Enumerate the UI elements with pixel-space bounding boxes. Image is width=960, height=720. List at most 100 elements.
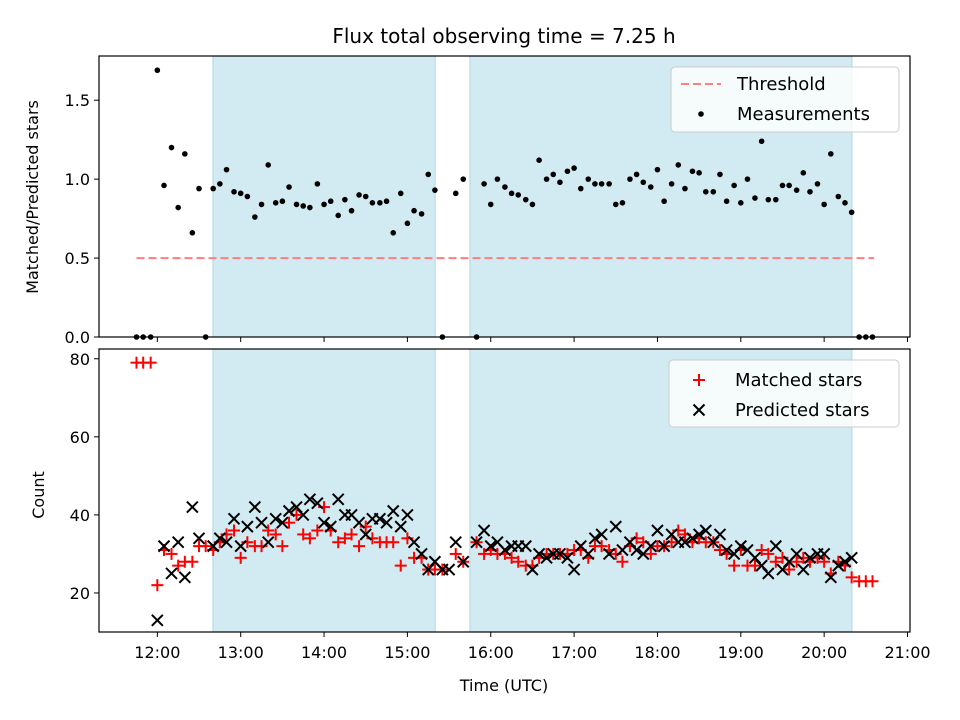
predicted-star-point — [540, 551, 553, 565]
measurement-point — [758, 138, 765, 145]
matched-star-point — [512, 555, 525, 568]
predicted-star-point — [269, 512, 282, 526]
matched-star-point — [303, 532, 316, 545]
predicted-star-point — [686, 532, 699, 545]
measurement-point — [717, 171, 723, 178]
measurement-point — [585, 176, 592, 182]
measurement-point — [786, 182, 792, 189]
predicted-star-point — [532, 547, 546, 561]
predicted-star-point — [324, 520, 337, 533]
measurement-point — [223, 166, 230, 173]
predicted-star-point — [519, 539, 532, 553]
top-y-tick-label: 1.0 — [65, 170, 90, 189]
legend-threshold-label: Threshold — [736, 74, 826, 95]
predicted-star-point — [699, 524, 712, 537]
x-tick-label: 13:00 — [218, 643, 264, 662]
predicted-star-point — [165, 567, 178, 580]
measurement-point — [452, 190, 459, 197]
predicted-star-point — [442, 563, 456, 576]
measurement-point — [661, 198, 667, 205]
matched-star-point — [449, 547, 462, 560]
measurement-point — [723, 198, 730, 205]
measurement-point — [710, 188, 717, 195]
predicted-star-point — [797, 563, 810, 576]
predicted-star-point — [720, 543, 733, 557]
matched-star-point — [269, 528, 282, 541]
measurement-point — [647, 184, 654, 190]
bottom-y-tick-label: 60 — [70, 428, 90, 447]
measurement-point — [300, 203, 307, 209]
measurement-point — [522, 196, 529, 203]
x-tick-label: 20:00 — [801, 643, 847, 662]
measurement-point — [182, 151, 188, 157]
predicted-star-point — [241, 520, 254, 533]
bottom-axes-frame — [98, 348, 911, 633]
predicted-star-point — [213, 532, 227, 545]
measurement-point — [668, 181, 675, 187]
predicted-star-point — [297, 508, 310, 522]
predicted-star-point — [234, 539, 247, 553]
measurement-point — [377, 200, 383, 206]
predicted-star-point — [401, 508, 414, 522]
measurement-point — [807, 188, 813, 195]
measurement-point — [842, 200, 848, 206]
predicted-star-point — [359, 528, 372, 541]
predicted-star-point — [477, 524, 491, 537]
predicted-star-point — [303, 493, 317, 506]
measurement-point — [606, 181, 612, 187]
predicted-star-point — [248, 500, 262, 514]
predicted-star-point — [678, 536, 692, 549]
measurement-point — [356, 192, 362, 198]
measurement-point — [821, 201, 827, 208]
predicted-star-point — [838, 555, 852, 568]
predicted-star-point — [186, 500, 199, 514]
measurement-point — [327, 198, 334, 205]
matched-star-point — [283, 516, 296, 529]
measurement-point — [348, 207, 355, 214]
predicted-star-point — [790, 547, 803, 561]
measurement-point — [272, 200, 279, 206]
matched-star-point — [387, 536, 400, 549]
measurement-point — [404, 220, 411, 227]
predicted-star-point — [713, 528, 727, 541]
predicted-star-point — [171, 536, 185, 549]
matched-star-point — [762, 547, 775, 560]
measurement-point — [314, 181, 321, 187]
measurement-point — [737, 200, 744, 206]
measurement-point — [508, 190, 515, 197]
matched-star-point — [866, 575, 879, 588]
predicted-star-point — [588, 532, 602, 545]
measurement-point — [383, 198, 390, 205]
matched-star-point — [353, 540, 366, 553]
measurement-point — [460, 176, 467, 182]
legend-matched-swatch — [693, 374, 705, 386]
matched-star-point — [783, 563, 796, 576]
matched-star-point — [818, 555, 831, 568]
x-tick-label: 21:00 — [884, 643, 930, 662]
measurement-point — [369, 200, 376, 206]
measurement-point — [536, 157, 542, 163]
measurement-point — [411, 207, 417, 214]
matched-star-point — [595, 540, 608, 553]
measurement-point — [702, 188, 709, 195]
bottom-panel: 20 40 60 80 12:00 13:00 14:00 15:00 16:00 17:00 18… — [70, 348, 931, 662]
predicted-star-point — [824, 571, 838, 584]
matched-star-point — [769, 555, 782, 568]
predicted-star-point — [387, 504, 400, 518]
measurement-point — [682, 185, 688, 192]
measurement-point — [335, 212, 342, 219]
bottom-observing-span-0 — [212, 348, 436, 633]
matched-star-point — [845, 571, 858, 584]
x-axis-label: Time (UTC) — [459, 676, 548, 695]
measurement-point — [342, 196, 348, 203]
measurement-point — [675, 162, 682, 168]
measurement-point — [210, 185, 216, 192]
predicted-star-point — [255, 516, 268, 529]
legend-measurements-label: Measurements — [737, 104, 870, 125]
top-y-tick-label: 0.5 — [65, 249, 90, 268]
predicted-star-point — [178, 571, 192, 584]
predicted-star-point — [498, 543, 512, 557]
predicted-star-point — [276, 516, 289, 529]
matched-star-point — [478, 547, 491, 560]
